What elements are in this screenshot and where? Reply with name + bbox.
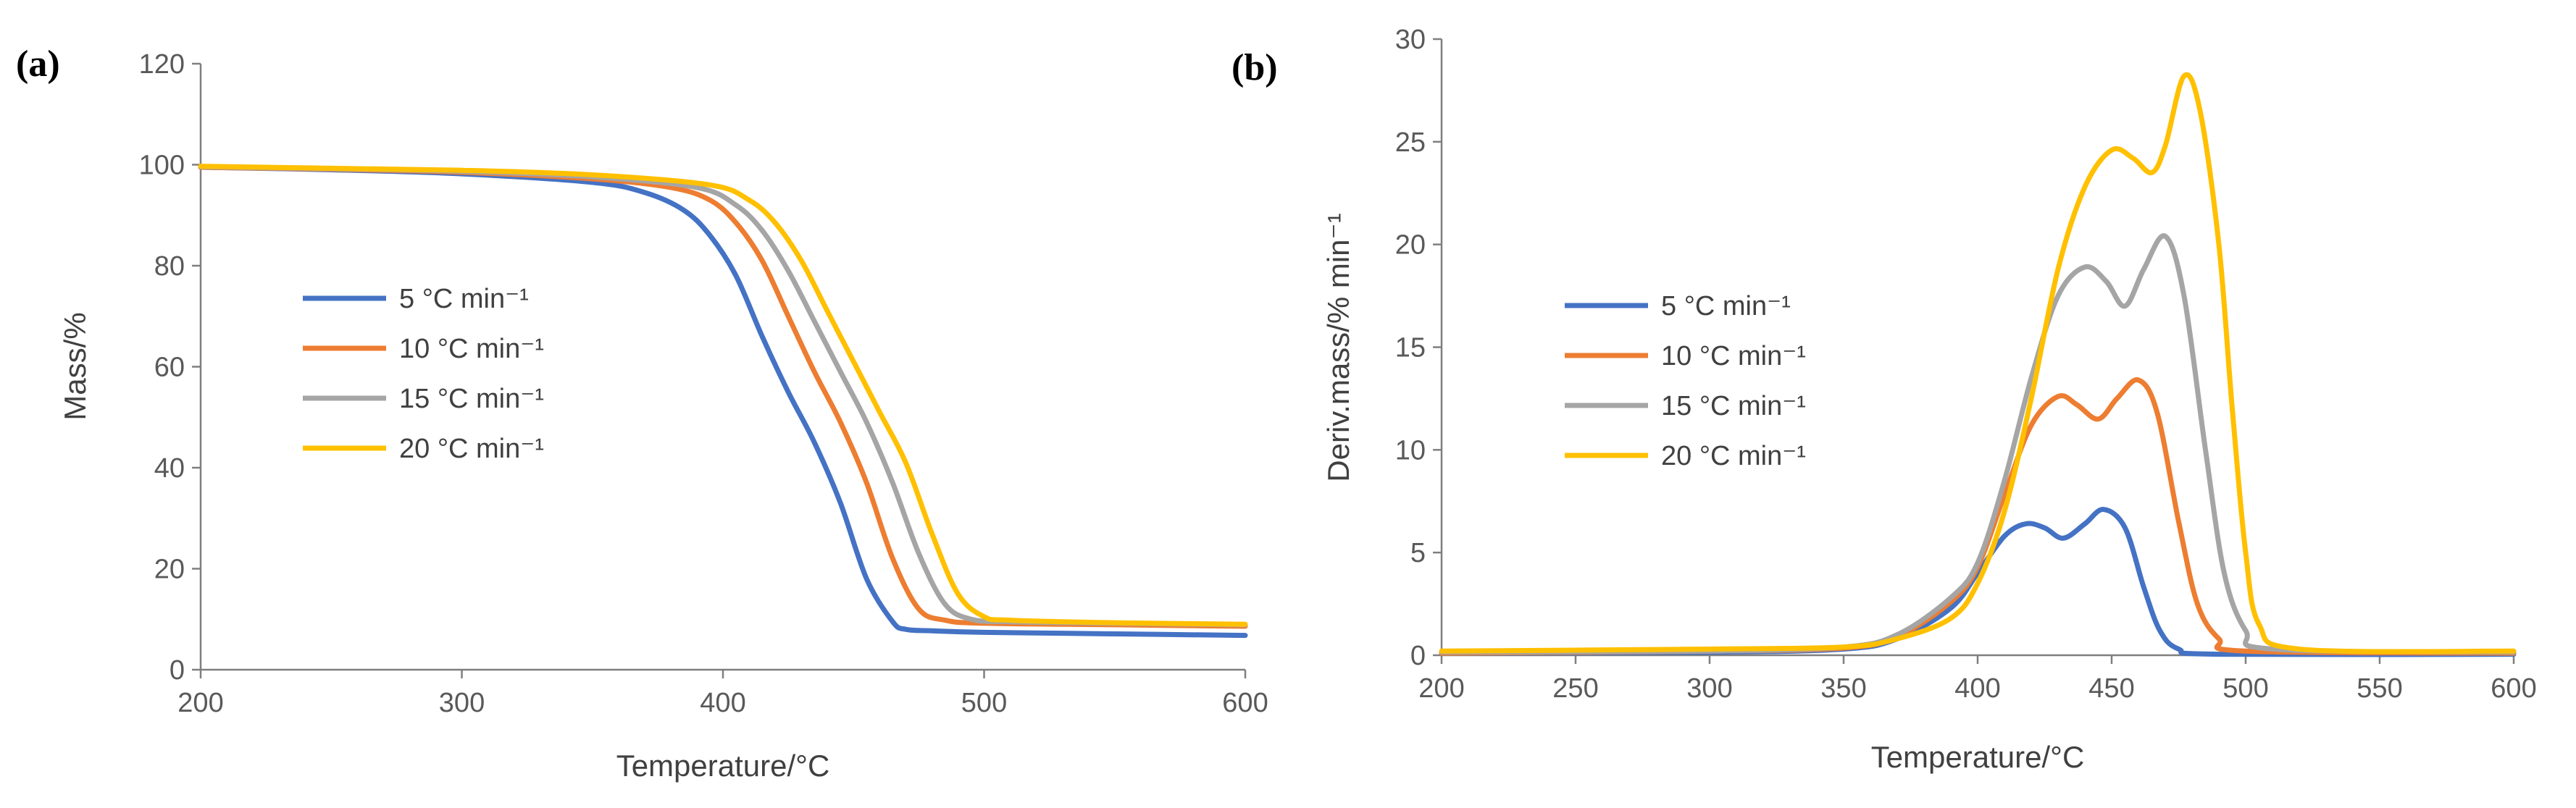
x-tick-label: 350 <box>1820 673 1866 704</box>
y-tick-label: 0 <box>170 655 185 686</box>
x-tick-label: 550 <box>2357 673 2402 704</box>
series-line-3 <box>1439 233 2517 655</box>
legend-label-4: 20 °C min⁻¹ <box>399 434 544 464</box>
x-tick-label: 200 <box>1418 673 1464 704</box>
x-tick-label: 400 <box>1954 673 2000 704</box>
series-line-4 <box>198 164 1248 627</box>
y-tick-label: 25 <box>1395 127 1426 158</box>
x-tick-label: 250 <box>1552 673 1598 704</box>
x-axis-label: Temperature/°C <box>1871 740 2085 774</box>
panel-label: (b) <box>1231 47 1278 88</box>
y-tick-label: 100 <box>139 151 185 181</box>
series-line-2 <box>1439 377 2517 656</box>
y-tick-label: 20 <box>1395 230 1426 261</box>
y-axis-label: Mass/% <box>58 312 92 420</box>
x-tick-label: 600 <box>2491 673 2536 704</box>
x-tick-label: 450 <box>2088 673 2134 704</box>
y-tick-label: 60 <box>154 353 185 383</box>
legend-label-1: 5 °C min⁻¹ <box>1661 291 1791 321</box>
y-tick-label: 120 <box>139 49 185 80</box>
y-tick-label: 0 <box>1410 641 1426 671</box>
x-tick-label: 500 <box>2222 673 2268 704</box>
x-tick-label: 500 <box>961 688 1007 718</box>
legend-label-3: 15 °C min⁻¹ <box>1661 391 1806 421</box>
legend-label-1: 5 °C min⁻¹ <box>399 284 529 314</box>
series-line-1 <box>198 164 1248 639</box>
y-tick-label: 80 <box>154 251 185 282</box>
x-tick-label: 600 <box>1222 688 1268 718</box>
x-axis-label: Temperature/°C <box>616 749 830 783</box>
x-tick-label: 200 <box>177 688 223 718</box>
y-axis-label: Deriv.mass/% min⁻¹ <box>1321 213 1355 481</box>
y-tick-label: 40 <box>154 453 185 484</box>
y-tick-label: 5 <box>1410 538 1426 568</box>
legend-label-4: 20 °C min⁻¹ <box>1661 441 1806 471</box>
panel-b-derivative-chart: 0 5 10 15 20 25 30 200 250 300 350 400 450 500 550 600 T… <box>1231 25 2537 774</box>
panel-a-mass-chart: 0 20 40 60 80 100 120 200 300 400 500 600 Temperatur… <box>16 43 1268 783</box>
y-tick-label: 10 <box>1395 435 1426 466</box>
x-tick-label: 300 <box>439 688 485 718</box>
x-tick-label: 400 <box>700 688 745 718</box>
y-tick-label: 30 <box>1395 25 1426 55</box>
y-tick-label: 20 <box>154 555 185 585</box>
legend-label-3: 15 °C min⁻¹ <box>399 384 544 414</box>
legend-label-2: 10 °C min⁻¹ <box>1661 341 1806 371</box>
legend-label-2: 10 °C min⁻¹ <box>399 334 544 364</box>
panel-label: (a) <box>16 43 60 85</box>
series-line-4 <box>1439 72 2517 655</box>
y-tick-label: 15 <box>1395 333 1426 363</box>
x-tick-label: 300 <box>1686 673 1732 704</box>
